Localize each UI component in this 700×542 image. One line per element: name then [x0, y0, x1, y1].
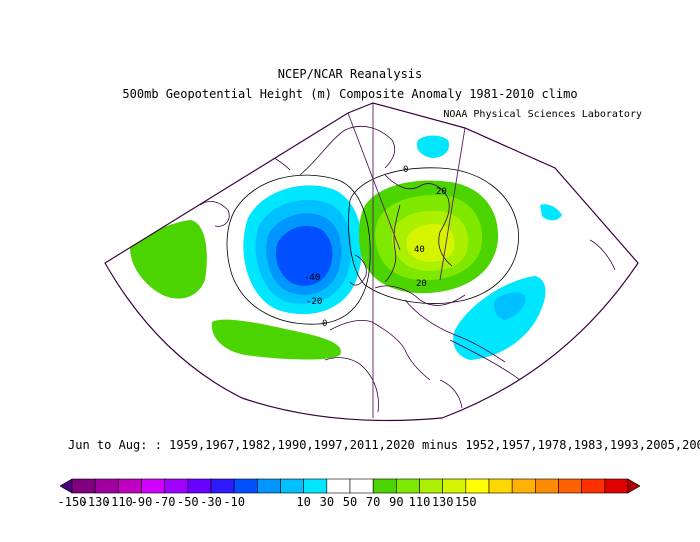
colorbar-box [210, 478, 235, 494]
contour-label: -40 [304, 273, 320, 283]
colorbar-tick-label: 150 [454, 495, 477, 509]
colorbar-box [257, 478, 281, 494]
colorbar-tick-label: 90 [389, 495, 404, 509]
colorbar-box [558, 478, 582, 494]
colorbar [60, 478, 640, 494]
colorbar-box [303, 478, 328, 494]
map-border [104, 102, 639, 422]
positive-anomaly-scandinavia [359, 180, 499, 294]
colorbar-box [349, 478, 374, 494]
coastlines [199, 126, 616, 413]
colorbar-box [372, 478, 397, 494]
colorbar-arrow-low [60, 478, 73, 494]
colorbar-box [326, 478, 351, 494]
colorbar-box [233, 478, 258, 494]
colorbar-tick-label: 50 [342, 495, 358, 509]
negative-patch-north [416, 135, 450, 158]
colorbar-tick-label: 30 [319, 495, 335, 509]
colorbar-tick-label: 110 [408, 495, 431, 509]
colorbar-box [511, 478, 536, 494]
negative-patch-arctic [540, 204, 562, 221]
positive-patch-canada [130, 220, 207, 299]
colorbar-tick-label: -70 [153, 495, 176, 509]
colorbar-box [604, 478, 629, 494]
colorbar-box [465, 478, 490, 494]
contour-label: 20 [436, 187, 447, 197]
contour-label: -20 [306, 297, 322, 307]
negative-anomaly-west [243, 185, 363, 315]
negative-patch-russia-core [494, 292, 526, 320]
colorbar-box [164, 478, 189, 494]
colorbar-tick-labels: -150 -130 -110 -90 -70 -50 -30 -10 10 30 50 70 90 110… [0, 495, 700, 511]
colorbar-box [94, 478, 119, 494]
colorbar-tick-label: -110 [103, 495, 133, 509]
colorbar-box [442, 478, 467, 494]
contour-label: 0 [403, 165, 408, 175]
colorbar-tick-label: 10 [296, 495, 311, 509]
colorbar-tick-label: 130 [431, 495, 454, 509]
colorbar-box [71, 478, 96, 494]
graticule [347, 103, 466, 418]
zero-contours [226, 167, 519, 325]
colorbar-tick-label: -10 [223, 495, 245, 509]
colorbar-tick-label: -30 [200, 495, 222, 509]
colorbar-tick-label: 70 [365, 495, 381, 509]
colorbar-tick-label: -130 [80, 495, 110, 509]
negative-patch-russia [453, 276, 546, 360]
colorbar-box [581, 478, 606, 494]
colorbar-box [141, 478, 165, 494]
colorbar-box [280, 478, 304, 494]
contour-label: 0 [322, 319, 327, 329]
colorbar-tick-label: -150 [57, 495, 87, 509]
colorbar-box [118, 478, 142, 494]
colorbar-box [187, 478, 212, 494]
colorbar-box [535, 478, 559, 494]
title-line-1: NCEP/NCAR Reanalysis [277, 67, 423, 81]
colorbar-box [488, 478, 513, 494]
colorbar-tick-label: -90 [130, 495, 153, 509]
composite-caption: Jun to Aug: : 1959,1967,1982,1990,1997,2… [68, 438, 700, 452]
colorbar-box [396, 478, 420, 494]
positive-patch-atlantic [211, 319, 341, 360]
colorbar-tick-label: -50 [176, 495, 199, 509]
colorbar-arrow-high [627, 478, 640, 494]
contour-label: 20 [416, 279, 427, 289]
contour-label: 40 [414, 245, 425, 255]
title-line-2: 500mb Geopotential Height (m) Composite … [122, 87, 578, 101]
colorbar-box [419, 478, 443, 494]
lab-credit: NOAA Physical Sciences Laboratory [443, 109, 642, 120]
